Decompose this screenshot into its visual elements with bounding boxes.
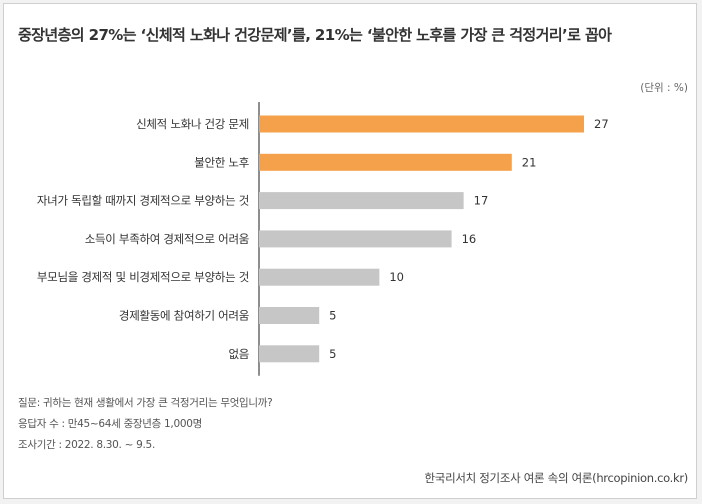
bar bbox=[259, 192, 464, 210]
period-note: 조사기간 : 2022. 8.30. ~ 9.5. bbox=[18, 439, 155, 451]
value-label: 5 bbox=[329, 347, 336, 361]
source-credit: 한국리서치 정기조사 여론 속의 여론(hrcopinion.co.kr) bbox=[424, 471, 689, 485]
bar bbox=[259, 307, 320, 324]
value-label: 27 bbox=[594, 117, 609, 131]
respondents-note: 응답자 수 : 만45~64세 중장년층 1,000명 bbox=[18, 418, 202, 430]
category-label: 자녀가 독립할 때까지 경제적으로 부양하는 것 bbox=[37, 194, 249, 208]
value-label: 16 bbox=[462, 232, 477, 246]
category-label: 부모님을 경제적 및 비경제적으로 부양하는 것 bbox=[37, 270, 249, 284]
category-label: 경제활동에 참여하기 어려움 bbox=[119, 309, 249, 323]
category-label: 불안한 노후 bbox=[194, 155, 249, 169]
bar bbox=[259, 153, 512, 171]
bar bbox=[259, 268, 380, 286]
unit-label: (단위 : %) bbox=[640, 82, 688, 94]
value-label: 17 bbox=[474, 194, 489, 208]
bar bbox=[259, 115, 584, 133]
bar bbox=[259, 230, 452, 248]
chart-title: 중장년층의 27%는 ‘신체적 노화나 건강문제’를, 21%는 ‘불안한 노후… bbox=[18, 26, 612, 44]
question-note: 질문: 귀하는 현재 생활에서 가장 큰 걱정거리는 무엇입니까? bbox=[18, 397, 273, 409]
category-label: 소득이 부족하여 경제적으로 어려움 bbox=[85, 232, 249, 246]
footnotes: 질문: 귀하는 현재 생활에서 가장 큰 걱정거리는 무엇입니까? 응답자 수 … bbox=[18, 393, 273, 456]
category-label: 신체적 노화나 건강 문제 bbox=[136, 117, 249, 131]
chart-card bbox=[3, 3, 697, 499]
bar bbox=[259, 345, 320, 363]
category-label: 없음 bbox=[228, 347, 249, 361]
value-label: 21 bbox=[522, 155, 537, 169]
value-label: 10 bbox=[389, 270, 404, 284]
value-label: 5 bbox=[329, 309, 336, 323]
